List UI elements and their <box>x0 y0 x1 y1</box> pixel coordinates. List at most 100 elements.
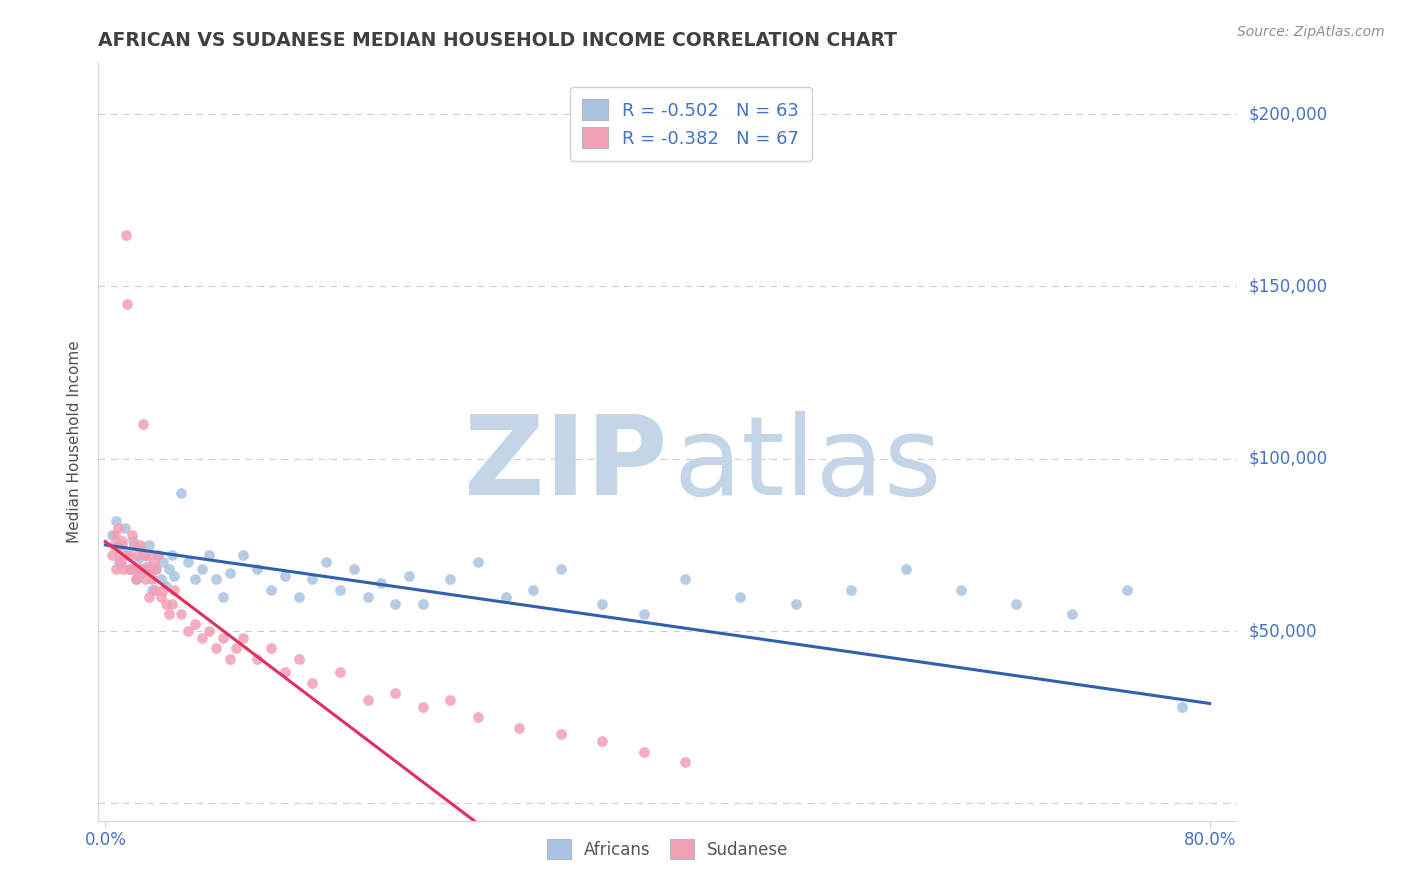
Point <box>131 417 153 432</box>
Point <box>114 521 136 535</box>
Point <box>633 745 655 759</box>
Point <box>508 721 530 735</box>
Point <box>157 607 180 621</box>
Point <box>177 624 200 639</box>
Point <box>260 641 283 656</box>
Point <box>141 573 163 587</box>
Point <box>467 710 489 724</box>
Point <box>143 582 166 597</box>
Point <box>412 597 434 611</box>
Point <box>356 693 378 707</box>
Point <box>146 548 169 563</box>
Point <box>105 514 128 528</box>
Point <box>495 590 517 604</box>
Point <box>439 693 461 707</box>
Point <box>117 548 139 563</box>
Point <box>138 590 160 604</box>
Point <box>136 548 159 563</box>
Point <box>211 631 233 645</box>
Point <box>146 548 169 563</box>
Point <box>591 597 613 611</box>
Point <box>160 597 183 611</box>
Point <box>105 562 128 576</box>
Point <box>145 562 167 576</box>
Point <box>120 562 142 576</box>
Point <box>127 551 149 566</box>
Point <box>103 538 125 552</box>
Point <box>1005 597 1028 611</box>
Point <box>142 555 165 569</box>
Point <box>177 555 200 569</box>
Point <box>356 590 378 604</box>
Point <box>467 555 489 569</box>
Point <box>184 573 207 587</box>
Point <box>135 562 157 576</box>
Point <box>246 651 269 665</box>
Point <box>184 617 207 632</box>
Point <box>218 566 240 580</box>
Point <box>412 699 434 714</box>
Point <box>149 590 172 604</box>
Point <box>232 548 254 563</box>
Point <box>894 562 917 576</box>
Point <box>104 527 127 541</box>
Point <box>1171 699 1194 714</box>
Point <box>730 590 752 604</box>
Point <box>785 597 807 611</box>
Point <box>108 538 131 552</box>
Point <box>152 555 174 569</box>
Point <box>191 562 214 576</box>
Point <box>673 573 696 587</box>
Point <box>673 755 696 769</box>
Point <box>170 607 193 621</box>
Point <box>134 573 156 587</box>
Point <box>225 641 247 656</box>
Legend: Africans, Sudanese: Africans, Sudanese <box>540 833 796 865</box>
Point <box>246 562 269 576</box>
Point <box>398 569 420 583</box>
Point <box>135 558 157 573</box>
Point <box>170 486 193 500</box>
Point <box>950 582 973 597</box>
Point <box>211 590 233 604</box>
Point <box>129 562 152 576</box>
Point <box>155 579 177 593</box>
Point <box>124 538 146 552</box>
Point <box>157 562 180 576</box>
Point <box>198 624 221 639</box>
Point <box>287 651 309 665</box>
Point <box>101 548 124 563</box>
Point <box>111 534 134 549</box>
Text: $200,000: $200,000 <box>1249 105 1327 123</box>
Point <box>139 562 162 576</box>
Point <box>260 582 283 597</box>
Point <box>232 631 254 645</box>
Point <box>127 548 149 563</box>
Text: ZIP: ZIP <box>464 411 668 517</box>
Point <box>163 582 186 597</box>
Point <box>204 641 226 656</box>
Point <box>121 527 143 541</box>
Point <box>107 521 129 535</box>
Point <box>204 573 226 587</box>
Text: AFRICAN VS SUDANESE MEDIAN HOUSEHOLD INCOME CORRELATION CHART: AFRICAN VS SUDANESE MEDIAN HOUSEHOLD INC… <box>98 30 897 50</box>
Point <box>1115 582 1137 597</box>
Point <box>141 582 163 597</box>
Point <box>287 590 309 604</box>
Text: Source: ZipAtlas.com: Source: ZipAtlas.com <box>1237 25 1385 39</box>
Point <box>301 675 323 690</box>
Text: $150,000: $150,000 <box>1249 277 1327 295</box>
Point <box>129 566 152 580</box>
Point <box>118 562 141 576</box>
Point <box>101 527 124 541</box>
Point <box>329 582 352 597</box>
Point <box>633 607 655 621</box>
Text: $50,000: $50,000 <box>1249 622 1317 640</box>
Point <box>384 597 406 611</box>
Point <box>110 555 132 569</box>
Text: $100,000: $100,000 <box>1249 450 1327 467</box>
Point <box>522 582 544 597</box>
Point <box>152 582 174 597</box>
Point <box>315 555 337 569</box>
Point <box>274 569 297 583</box>
